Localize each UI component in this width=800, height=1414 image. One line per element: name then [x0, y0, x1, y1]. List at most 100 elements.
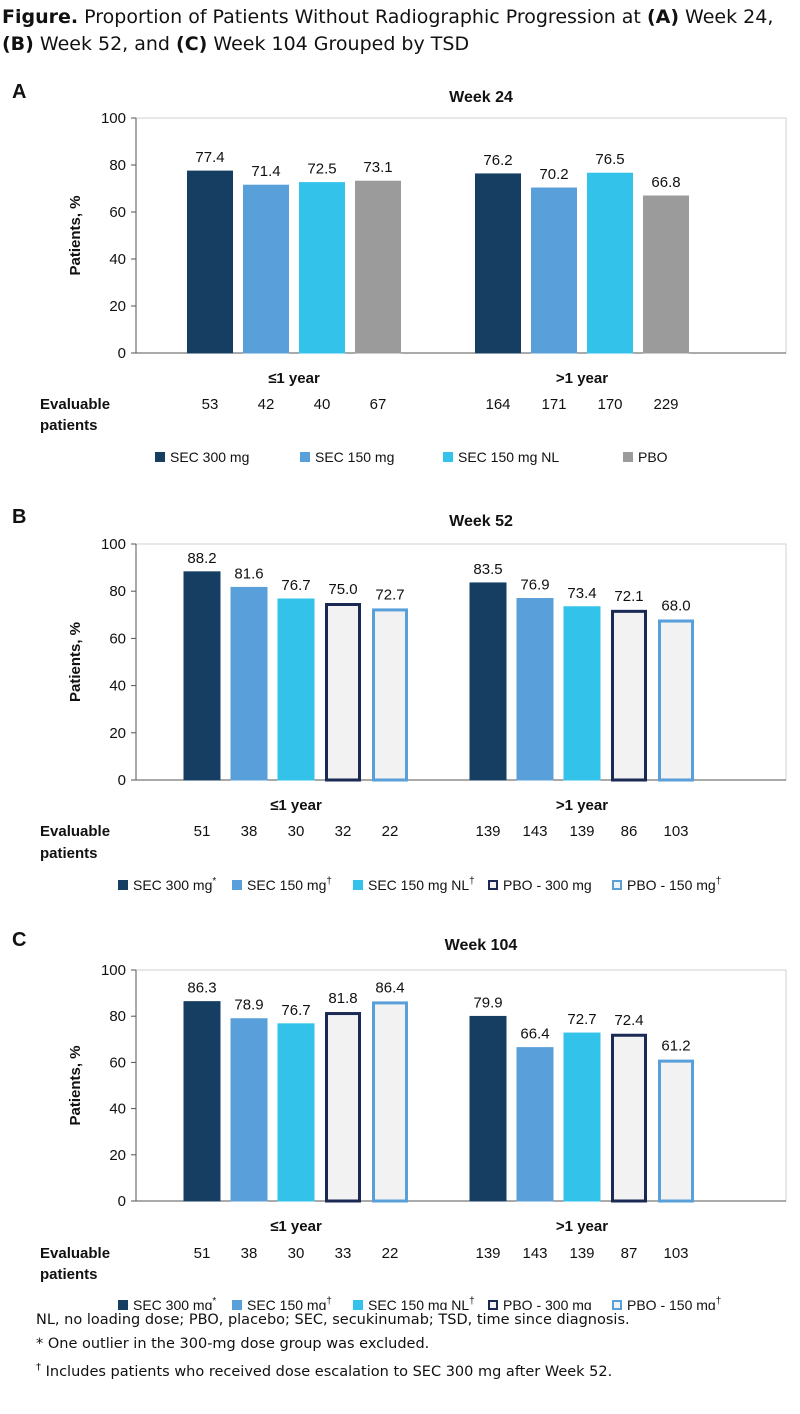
- bar-value-label: 76.7: [281, 577, 310, 594]
- legend-label: PBO - 150 mg†: [627, 876, 721, 893]
- legend-superscript: †: [716, 1296, 722, 1307]
- legend-swatch: [353, 1300, 363, 1310]
- evaluable-count: 32: [335, 823, 352, 840]
- bar-value-label: 66.4: [520, 1026, 549, 1043]
- legend-superscript: †: [326, 1296, 332, 1307]
- y-tick-label: 40: [109, 678, 126, 695]
- bar: [277, 598, 315, 781]
- y-tick-label: 40: [109, 1101, 126, 1118]
- bar: [516, 598, 554, 781]
- legend-label: PBO: [638, 449, 668, 465]
- panel-letter: C: [12, 929, 26, 951]
- evaluable-label-line-1: Evaluable: [40, 823, 110, 840]
- bar-value-label: 76.9: [520, 577, 549, 594]
- evaluable-count: 42: [258, 396, 275, 413]
- legend-swatch: [300, 452, 310, 462]
- y-tick-label: 0: [118, 345, 126, 362]
- footnote-abbreviations: NL, no loading dose; PBO, placebo; SEC, …: [36, 1312, 630, 1328]
- legend-superscript: †: [716, 876, 722, 887]
- y-tick-label: 100: [101, 110, 126, 127]
- evaluable-count: 38: [241, 823, 258, 840]
- bar: [355, 180, 401, 354]
- y-axis-label: Patients, %: [67, 622, 84, 702]
- legend-swatch: [488, 1300, 498, 1310]
- y-tick-label: 80: [109, 1008, 126, 1025]
- chart-a-group: A Week 24 0 20 40 60 80 100 Patients, % 77.4 53 71.…: [12, 81, 787, 465]
- legend-label: SEC 150 mg: [315, 449, 394, 465]
- y-tick-label: 60: [109, 204, 126, 221]
- bar: [531, 187, 577, 354]
- evaluable-count: 53: [202, 396, 219, 413]
- footnote-escalation: † Includes patients who received dose es…: [36, 1356, 796, 1384]
- y-tick-label: 20: [109, 298, 126, 315]
- chart-title: Week 52: [449, 513, 513, 530]
- bar-value-label: 61.2: [661, 1038, 690, 1055]
- evaluable-count: 87: [621, 1245, 638, 1262]
- evaluable-count: 229: [653, 396, 678, 413]
- legend-swatch: [612, 880, 622, 890]
- y-tick-label: 40: [109, 251, 126, 268]
- bar-value-label: 73.4: [567, 585, 596, 602]
- legend-label: SEC 150 mg NL†: [368, 876, 475, 893]
- chart-b-group: B Week 52 0 20 40 60 80 100 Patients, % 88.2 51 81.…: [12, 506, 787, 893]
- legend-label: PBO - 300 mg: [503, 877, 592, 893]
- evaluable-label-line-2: patients: [40, 1266, 98, 1283]
- legend-swatch: [612, 1300, 622, 1310]
- evaluable-count: 103: [663, 823, 688, 840]
- evaluable-count: 30: [288, 823, 305, 840]
- bar: [183, 1001, 221, 1202]
- chart-title: Week 24: [449, 89, 513, 106]
- bar: [469, 1015, 507, 1202]
- bar: [587, 172, 633, 354]
- legend-superscript: †: [326, 876, 332, 887]
- bar: [516, 1047, 554, 1202]
- caption-lead: Figure.: [2, 6, 79, 28]
- footnote-dagger-text: Includes patients who received dose esca…: [41, 1363, 613, 1380]
- bar-value-label: 72.5: [307, 161, 336, 178]
- bar-value-label: 78.9: [234, 997, 263, 1014]
- evaluable-count: 139: [475, 1245, 500, 1262]
- footnote-outlier: * One outlier in the 300-mg dose group w…: [36, 1332, 796, 1356]
- panel-letter: A: [12, 81, 26, 103]
- legend-label: SEC 300 mg*: [133, 1296, 216, 1310]
- bar-value-label: 81.8: [328, 990, 357, 1007]
- legend-label: SEC 300 mg: [170, 449, 249, 465]
- footnotes: NL, no loading dose; PBO, placebo; SEC, …: [36, 1308, 796, 1384]
- bar-value-label: 72.7: [375, 586, 404, 603]
- evaluable-count: 143: [522, 823, 547, 840]
- bar-value-label: 86.3: [187, 980, 216, 997]
- bar: [563, 606, 601, 781]
- bar-value-label: 77.4: [195, 149, 224, 166]
- bar-value-label: 79.9: [473, 994, 502, 1011]
- evaluable-count: 86: [621, 823, 638, 840]
- chart-week-24: A Week 24 0 20 40 60 80 100 Patients, % 77.4 53 71.…: [12, 81, 787, 465]
- caption-a: (A): [646, 6, 680, 28]
- chart-week-52: B Week 52 0 20 40 60 80 100 Patients, % 88.2 51 81.…: [12, 506, 787, 893]
- legend-swatch: [118, 1300, 128, 1310]
- chart-c-group: C Week 104 0 20 40 60 80 100 Patients, % 86.3 51 78…: [12, 929, 787, 1310]
- bar: [475, 173, 521, 354]
- legend-swatch: [488, 880, 498, 890]
- y-tick-label: 20: [109, 725, 126, 742]
- bar: [277, 1023, 315, 1202]
- evaluable-label-line-1: Evaluable: [40, 396, 110, 413]
- legend-label: SEC 150 mg†: [247, 1296, 332, 1310]
- chart-panel-b: B Week 52 0 20 40 60 80 100 Patients, % 88.2 51 81.…: [0, 502, 800, 920]
- footnote-dagger-mark: †: [36, 1362, 41, 1373]
- caption-text-4: Week 104 Grouped by TSD: [207, 33, 470, 55]
- bar-value-label: 83.5: [473, 561, 502, 578]
- category-label: ≤1 year: [270, 1218, 322, 1235]
- legend-swatch: [232, 880, 242, 890]
- bar: [469, 582, 507, 781]
- evaluable-count: 67: [370, 396, 387, 413]
- category-label: >1 year: [556, 1218, 608, 1235]
- bar: [658, 1059, 694, 1203]
- bar: [325, 1012, 361, 1203]
- y-tick-label: 100: [101, 962, 126, 979]
- y-tick-label: 80: [109, 583, 126, 600]
- bar: [372, 1001, 408, 1203]
- footnote-star-mark: *: [36, 1336, 44, 1352]
- legend-swatch: [623, 452, 633, 462]
- bar-value-label: 86.4: [375, 979, 404, 996]
- bar: [643, 195, 689, 354]
